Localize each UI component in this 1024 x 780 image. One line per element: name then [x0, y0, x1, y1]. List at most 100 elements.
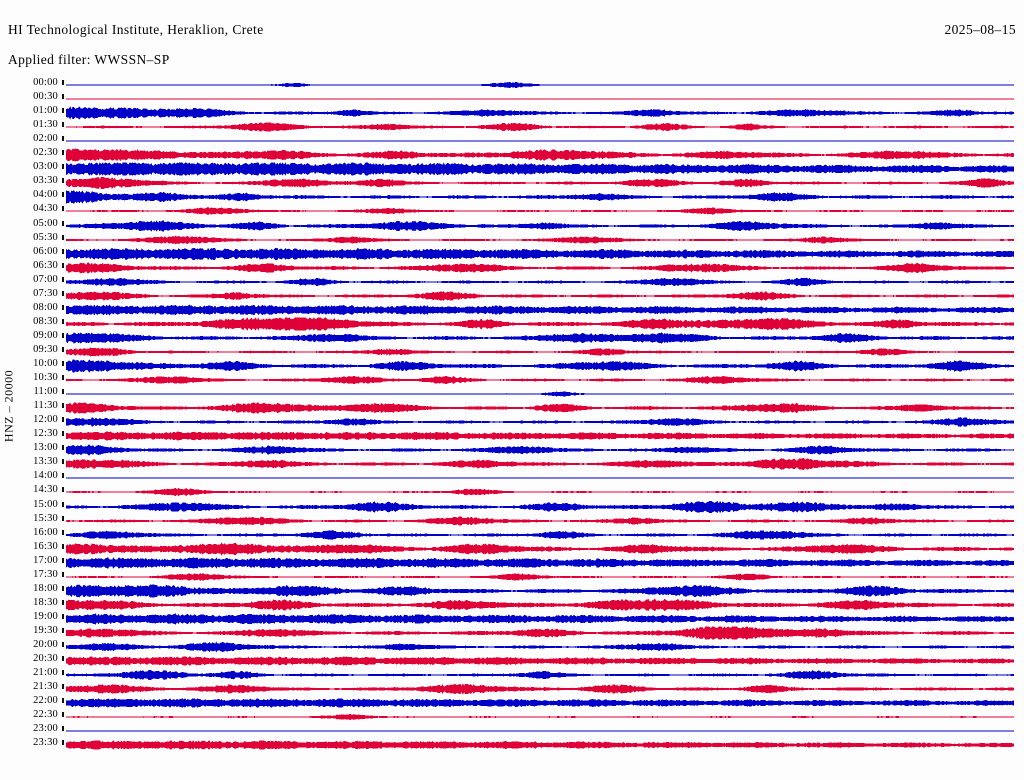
seismic-trace: [66, 235, 1014, 244]
seismic-trace: [66, 277, 1014, 287]
seismic-trace: [66, 656, 1014, 666]
seismic-trace: [66, 98, 1014, 100]
trace-axis-tick: [62, 656, 64, 662]
trace-time-label: 00:00: [33, 77, 58, 88]
seismic-trace: [66, 598, 1014, 612]
seismic-trace: [66, 458, 1014, 471]
trace-time-label: 20:30: [33, 653, 58, 665]
trace-row: 23:00: [0, 724, 1024, 738]
trace-axis-tick: [62, 164, 64, 170]
trace-row: 03:00: [0, 162, 1024, 176]
trace-time-label: 07:30: [33, 287, 58, 299]
trace-time-label: 14:30: [33, 484, 58, 496]
seismic-trace: [66, 500, 1014, 513]
trace-row: 15:00: [0, 498, 1024, 514]
trace-time-label: 16:30: [33, 540, 58, 552]
trace-row: 21:30: [0, 681, 1024, 696]
seismic-trace: [66, 730, 1014, 732]
trace-row: 14:00: [0, 471, 1024, 485]
trace-row: 23:30: [0, 738, 1024, 752]
trace-row: 05:30: [0, 232, 1024, 247]
trace-time-label: 12:00: [33, 414, 58, 426]
trace-row: 15:30: [0, 513, 1024, 528]
seismic-trace: [66, 683, 1014, 695]
trace-row: 09:00: [0, 330, 1024, 345]
trace-axis-tick: [62, 698, 64, 704]
trace-row: 19:00: [0, 611, 1024, 626]
seismic-trace: [66, 219, 1014, 232]
trace-axis-tick: [62, 459, 64, 465]
trace-axis-tick: [62, 178, 64, 184]
trace-axis-tick: [62, 712, 64, 718]
seismic-trace: [66, 626, 1014, 640]
trace-time-label: 22:30: [33, 709, 58, 721]
trace-row: 00:30: [0, 91, 1024, 106]
trace-axis-tick: [62, 726, 64, 732]
trace-row: 00:00: [0, 77, 1024, 92]
trace-axis-tick: [62, 557, 64, 563]
trace-axis-tick: [62, 346, 64, 352]
trace-axis-tick: [62, 262, 64, 268]
seismic-trace: [66, 572, 1014, 581]
seismic-trace: [66, 190, 1014, 204]
trace-axis-tick: [62, 192, 64, 198]
trace-row: 06:00: [0, 246, 1024, 261]
trace-axis-tick: [62, 473, 64, 479]
trace-axis-tick: [62, 290, 64, 296]
seismic-trace: [66, 444, 1014, 456]
seismic-trace: [66, 247, 1014, 260]
trace-row: 02:30: [0, 148, 1024, 162]
trace-axis-tick: [62, 332, 64, 338]
trace-time-label: 10:00: [33, 358, 58, 369]
trace-row: 14:30: [0, 485, 1024, 499]
trace-axis-tick: [62, 515, 64, 521]
trace-axis-tick: [62, 585, 64, 591]
trace-axis-tick: [62, 248, 64, 254]
seismic-trace: [66, 332, 1014, 344]
seismic-trace: [66, 402, 1014, 414]
trace-row: 17:30: [0, 569, 1024, 584]
trace-axis-tick: [62, 122, 64, 128]
trace-time-label: 13:30: [33, 456, 58, 468]
seismic-trace: [66, 515, 1014, 526]
trace-axis-tick: [62, 487, 64, 493]
trace-time-label: 04:00: [33, 189, 58, 201]
trace-time-label: 00:30: [33, 91, 58, 103]
trace-time-label: 08:00: [33, 301, 58, 313]
trace-time-label: 18:30: [33, 596, 58, 608]
trace-row: 19:30: [0, 625, 1024, 640]
seismic-trace: [66, 613, 1014, 625]
trace-row: 22:30: [0, 710, 1024, 724]
trace-row: 01:00: [0, 105, 1024, 120]
trace-row: 07:00: [0, 274, 1024, 289]
trace-axis-tick: [62, 543, 64, 549]
trace-time-label: 23:00: [33, 723, 58, 735]
trace-row: 13:00: [0, 443, 1024, 457]
seismic-trace: [66, 106, 1014, 120]
trace-axis-tick: [62, 501, 64, 507]
trace-row: 10:00: [0, 358, 1024, 373]
trace-axis-tick: [62, 361, 64, 366]
seismic-trace: [66, 148, 1014, 162]
trace-axis-tick: [62, 220, 64, 226]
seismic-trace: [66, 669, 1014, 681]
trace-axis-tick: [62, 417, 64, 423]
trace-axis-tick: [62, 80, 64, 85]
trace-time-label: 13:00: [33, 442, 58, 454]
trace-axis-tick: [62, 234, 64, 240]
seismic-trace: [66, 375, 1014, 385]
trace-axis-tick: [62, 375, 64, 381]
trace-axis-tick: [62, 445, 64, 451]
trace-row: 06:30: [0, 260, 1024, 275]
trace-axis-tick: [62, 318, 64, 324]
trace-time-label: 05:00: [33, 217, 58, 229]
seismic-trace: [66, 207, 1014, 216]
trace-time-label: 15:00: [33, 498, 58, 510]
seismic-trace: [66, 556, 1014, 569]
trace-row: 20:00: [0, 639, 1024, 654]
trace-time-label: 01:30: [33, 119, 58, 131]
seismic-trace: [66, 714, 1014, 721]
trace-row: 04:00: [0, 190, 1024, 204]
trace-axis-tick: [62, 108, 64, 114]
trace-axis-tick: [62, 740, 64, 746]
